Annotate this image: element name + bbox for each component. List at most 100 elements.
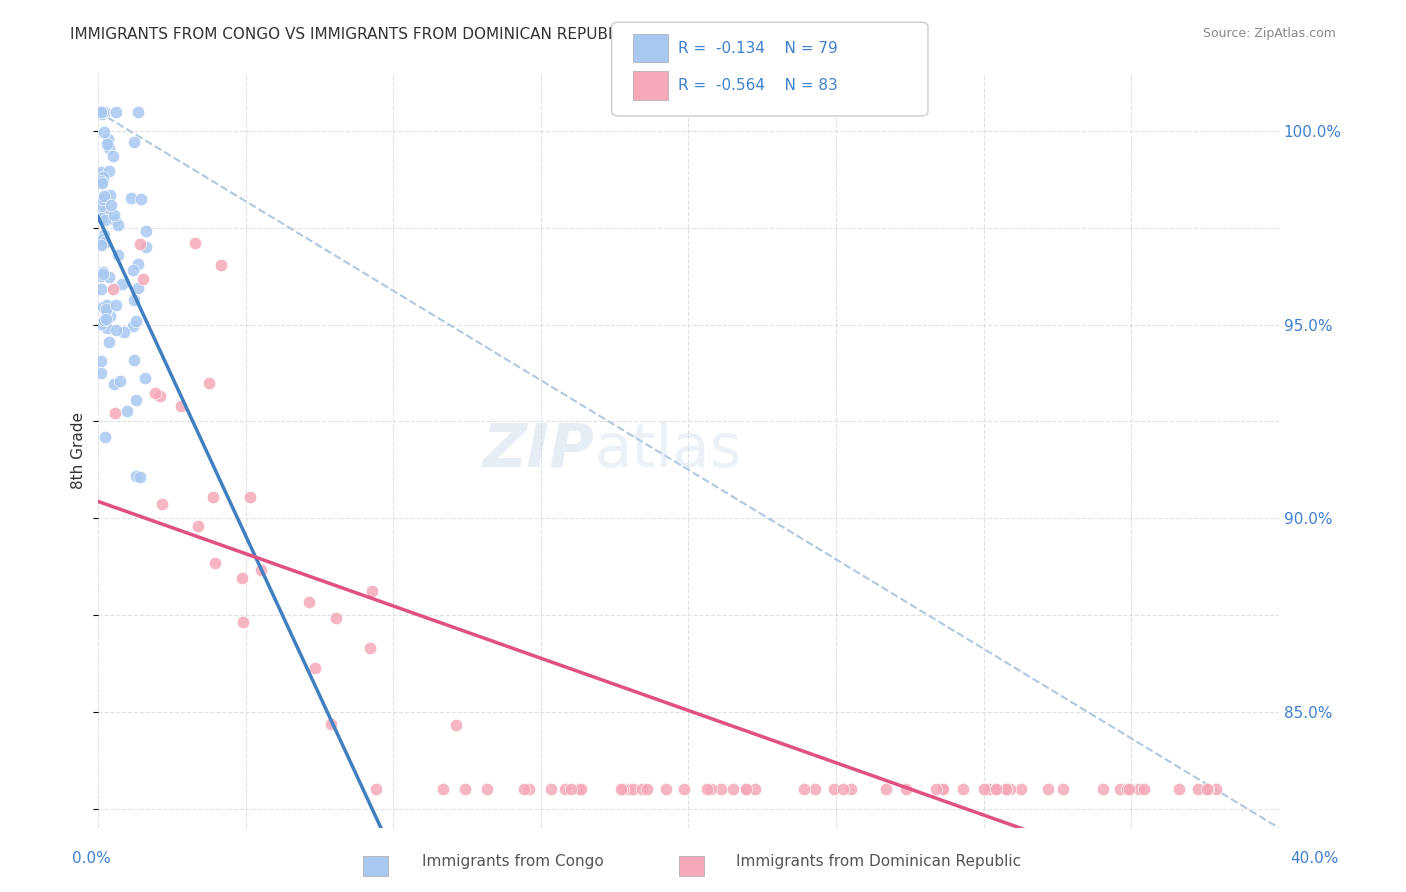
- Point: [135, 240, 157, 254]
- Point: [90, 104, 112, 119]
- Point: [90, 211, 112, 225]
- Point: [90, 317, 112, 331]
- Point: [96, 321, 118, 335]
- Point: [90, 199, 112, 213]
- Point: [125, 468, 148, 483]
- Point: [875, 782, 897, 797]
- Point: [125, 314, 148, 328]
- Point: [803, 782, 825, 797]
- Point: [93, 188, 115, 202]
- Point: [100, 198, 122, 212]
- Point: [149, 389, 172, 403]
- Point: [1010, 782, 1032, 797]
- Point: [97, 132, 120, 146]
- Text: 40.0%: 40.0%: [1291, 851, 1339, 865]
- Point: [134, 370, 156, 384]
- Point: [96, 311, 118, 326]
- Point: [984, 782, 1007, 797]
- Point: [1116, 782, 1139, 797]
- Text: ZIP: ZIP: [482, 421, 593, 480]
- Point: [111, 277, 134, 291]
- Point: [831, 782, 853, 797]
- Point: [932, 782, 955, 797]
- Point: [103, 208, 125, 222]
- Point: [700, 782, 723, 797]
- Point: [187, 519, 209, 533]
- Point: [1128, 782, 1150, 797]
- Point: [143, 386, 166, 401]
- Point: [93, 313, 115, 327]
- Point: [364, 782, 387, 797]
- Point: [90, 269, 112, 284]
- Point: [710, 782, 733, 797]
- Point: [98, 164, 121, 178]
- Point: [94, 430, 117, 444]
- Point: [103, 376, 125, 391]
- Point: [112, 325, 135, 339]
- Point: [91, 192, 114, 206]
- Point: [108, 374, 131, 388]
- Point: [115, 404, 138, 418]
- Point: [105, 323, 128, 337]
- Point: [98, 309, 121, 323]
- Point: [1036, 782, 1059, 797]
- Point: [952, 782, 974, 797]
- Text: R =  -0.564    N = 83: R = -0.564 N = 83: [678, 78, 838, 93]
- Point: [90, 104, 112, 119]
- Point: [610, 782, 633, 797]
- Point: [631, 782, 654, 797]
- Point: [97, 334, 120, 349]
- Point: [616, 782, 638, 797]
- Point: [517, 782, 540, 797]
- Point: [1000, 782, 1022, 797]
- Point: [104, 406, 127, 420]
- Point: [91, 267, 114, 281]
- Point: [298, 595, 321, 609]
- Point: [128, 236, 150, 251]
- Point: [91, 300, 114, 314]
- Point: [925, 782, 948, 797]
- Point: [91, 264, 114, 278]
- Point: [696, 782, 718, 797]
- Point: [131, 192, 153, 206]
- Text: Source: ZipAtlas.com: Source: ZipAtlas.com: [1202, 27, 1336, 40]
- Point: [90, 282, 112, 296]
- Point: [120, 191, 142, 205]
- Point: [721, 782, 744, 797]
- Point: [984, 782, 1007, 797]
- Point: [734, 782, 756, 797]
- Point: [90, 174, 112, 188]
- Point: [91, 104, 114, 119]
- Point: [1205, 782, 1227, 797]
- Point: [91, 170, 114, 185]
- Text: Immigrants from Dominican Republic: Immigrants from Dominican Republic: [737, 855, 1021, 869]
- Point: [673, 782, 696, 797]
- Point: [1108, 782, 1130, 797]
- Point: [744, 782, 766, 797]
- Point: [894, 782, 917, 797]
- Point: [202, 490, 225, 504]
- Point: [127, 104, 149, 119]
- Point: [231, 571, 253, 585]
- Point: [977, 782, 1000, 797]
- Point: [90, 165, 112, 179]
- Point: [91, 234, 114, 248]
- Point: [325, 611, 347, 625]
- Point: [104, 213, 127, 227]
- Point: [90, 176, 112, 190]
- Point: [734, 782, 756, 797]
- Point: [995, 782, 1018, 797]
- Point: [931, 782, 953, 797]
- Point: [197, 376, 219, 390]
- Point: [124, 392, 146, 407]
- Point: [839, 782, 862, 797]
- Point: [93, 227, 115, 242]
- Point: [568, 782, 591, 797]
- Point: [319, 717, 342, 731]
- Point: [96, 297, 118, 311]
- Point: [823, 782, 845, 797]
- Point: [122, 352, 145, 367]
- Point: [1167, 782, 1189, 797]
- Point: [90, 238, 112, 252]
- Point: [94, 205, 117, 219]
